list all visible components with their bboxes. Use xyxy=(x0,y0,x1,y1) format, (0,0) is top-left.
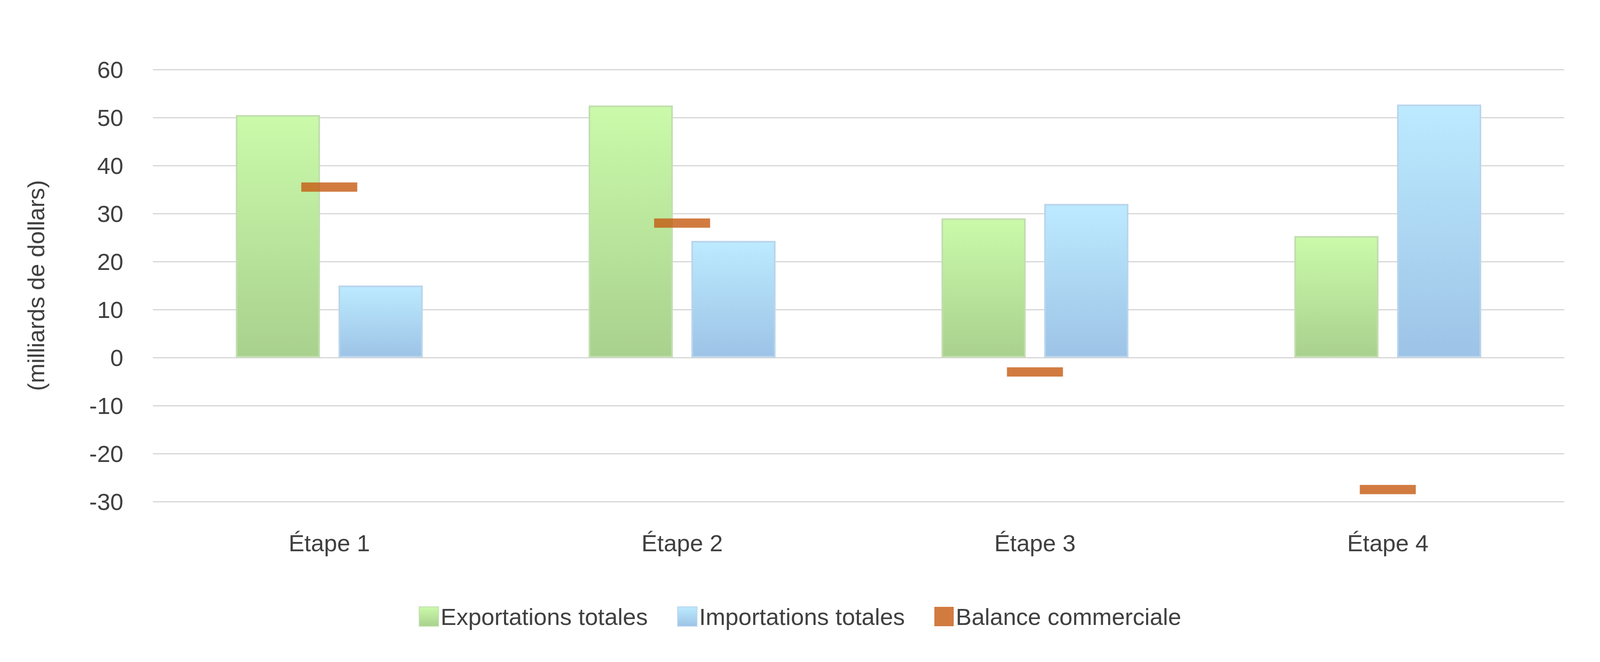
svg-text:Étape 1: Étape 1 xyxy=(288,529,370,557)
svg-text:40: 40 xyxy=(97,152,124,179)
svg-text:Exportations totales: Exportations totales xyxy=(440,603,648,630)
svg-text:Étape 4: Étape 4 xyxy=(1346,529,1429,557)
svg-text:-20: -20 xyxy=(89,440,124,467)
svg-text:(milliards de dollars): (milliards de dollars) xyxy=(22,179,50,391)
svg-text:Importations totales: Importations totales xyxy=(698,603,905,630)
svg-text:50: 50 xyxy=(97,104,124,131)
svg-text:10: 10 xyxy=(97,296,124,323)
svg-text:0: 0 xyxy=(110,344,124,371)
svg-text:Étape 2: Étape 2 xyxy=(641,529,723,557)
svg-text:30: 30 xyxy=(97,200,124,227)
svg-text:20: 20 xyxy=(97,248,124,275)
svg-text:-30: -30 xyxy=(89,488,124,515)
svg-text:Balance commerciale: Balance commerciale xyxy=(955,603,1182,630)
svg-text:-10: -10 xyxy=(89,392,124,419)
svg-text:60: 60 xyxy=(97,56,124,83)
svg-text:Étape 3: Étape 3 xyxy=(994,529,1076,557)
